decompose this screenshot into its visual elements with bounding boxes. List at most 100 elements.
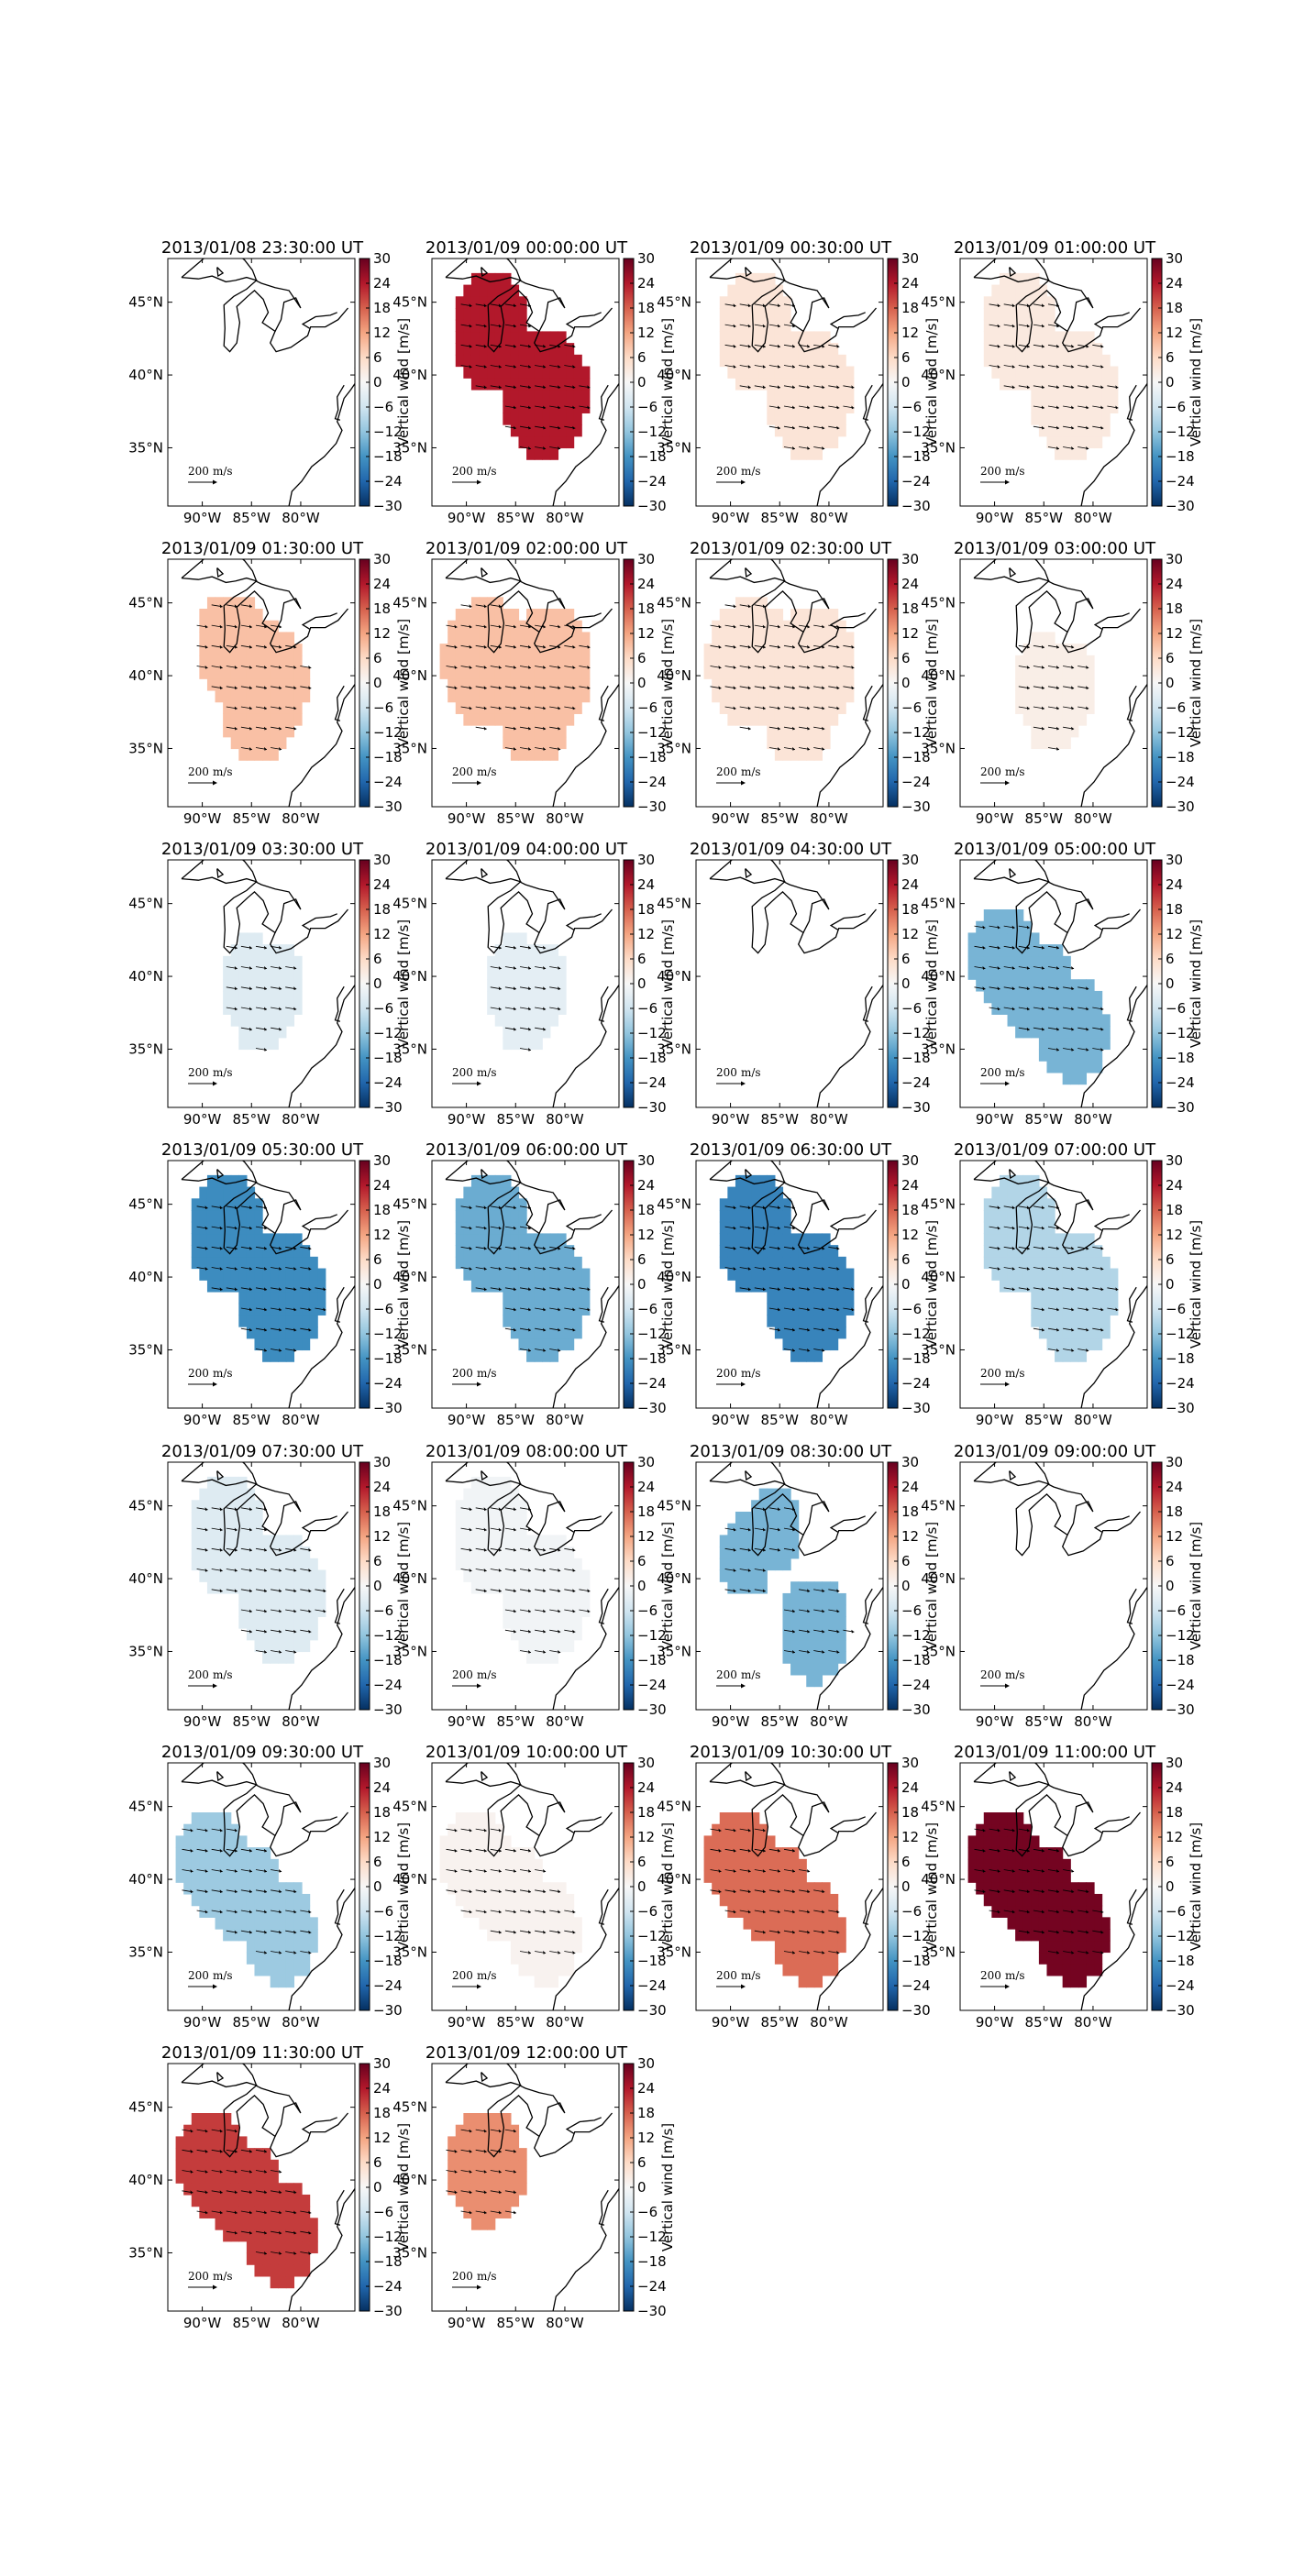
- colorbar-tick-label: 6: [637, 2154, 646, 2171]
- reference-vector: 200 m/s: [452, 465, 497, 485]
- axes-frame: [695, 258, 884, 507]
- colorbar-tick-label: 12: [637, 1227, 655, 1243]
- map-panel: 200 m/s90°W 85°W 80°W45°N40°N35°N2013/01/09…: [921, 840, 1204, 1128]
- latitude-tick-label: 35°N: [392, 2244, 427, 2261]
- vertical-wind-region: [191, 1174, 326, 1362]
- colorbar: 30 24 18 12 6 0 −6 −12 −18 −24 −30 Vertical wind [m…: [623, 852, 676, 1116]
- longitude-tick-label: 85°W: [497, 1111, 536, 1128]
- colorbar-tick-label: 24: [901, 876, 919, 893]
- map-panel: 200 m/s90°W 85°W 80°W45°N40°N35°N2013/01/09…: [128, 840, 412, 1128]
- colorbar-tick-label: −12: [1166, 1326, 1195, 1342]
- svg-text:m/s: m/s: [1005, 1668, 1025, 1681]
- axes-frame: [167, 2063, 356, 2312]
- reference-vector: 200 m/s: [716, 1969, 761, 1989]
- colorbar-tick-label: −18: [637, 1050, 667, 1066]
- longitude-tick-label: 85°W: [761, 1713, 800, 1730]
- colorbar-tick-label: −18: [1166, 1350, 1195, 1367]
- colorbar-tick-label: 6: [637, 1553, 646, 1569]
- svg-text:m/s: m/s: [741, 765, 761, 778]
- colorbar-tick-label: −24: [1166, 1677, 1195, 1693]
- colorbar-tick-label: 24: [637, 876, 655, 893]
- colorbar-tick-label: 0: [637, 2179, 646, 2196]
- colorbar-tick-label: 12: [1166, 1829, 1183, 1845]
- colorbar-tick-label: −6: [373, 1602, 393, 1619]
- map-panel: 200 m/s90°W 85°W 80°W45°N40°N35°N2013/01/09…: [921, 1140, 1204, 1428]
- map-panel: 200 m/s90°W 85°W 80°W45°N40°N35°N2013/01/09…: [128, 1442, 412, 1730]
- map-panel: 200 m/s90°W 85°W 80°W45°N40°N35°N2013/01/09…: [657, 1743, 940, 2031]
- colorbar-tick-label: 0: [373, 975, 382, 992]
- reference-vector: 200 m/s: [716, 1668, 761, 1689]
- colorbar-tick-label: −12: [637, 2229, 667, 2245]
- colorbar-label: Vertical wind [m/s]: [395, 318, 412, 446]
- colorbar-tick-label: 30: [637, 1454, 655, 1470]
- panel-title: 2013/01/09 11:30:00 UT: [161, 2043, 364, 2063]
- reference-vector: 200 m/s: [980, 765, 1025, 786]
- coastline: [445, 559, 619, 807]
- colorbar-tick-label: 12: [373, 926, 391, 942]
- map-panel: 200 m/s 90°W 85°W 80°W 45°N 40°N 35°N 2013/01/08…: [128, 238, 412, 526]
- longitude-tick-label: 90°W: [976, 510, 1014, 526]
- reference-vector: 200 m/s: [980, 1367, 1025, 1387]
- svg-text:m/s: m/s: [1005, 1066, 1025, 1079]
- colorbar-tick-label: −30: [637, 798, 667, 815]
- colorbar-tick-label: −18: [901, 1652, 931, 1668]
- colorbar-tick-label: 18: [637, 901, 655, 918]
- colorbar-tick-label: −30: [901, 2002, 931, 2019]
- colorbar-tick-label: −30: [637, 1701, 667, 1718]
- latitude-tick-label: 35°N: [392, 1943, 427, 1960]
- colorbar-tick-label: −6: [1166, 1903, 1186, 1920]
- svg-text:200: 200: [188, 1969, 209, 1982]
- colorbar-label: Vertical wind [m/s]: [659, 1522, 676, 1650]
- coastline: [709, 1462, 883, 1710]
- map-panel: 200 m/s90°W 85°W 80°W45°N40°N35°N2013/01/09…: [921, 238, 1204, 526]
- colorbar-tick-label: 30: [637, 852, 655, 868]
- wind-vector-field: [196, 1507, 326, 1654]
- colorbar-label: Vertical wind [m/s]: [395, 1220, 412, 1349]
- svg-text:200: 200: [716, 465, 737, 478]
- colorbar-tick-label: 6: [1166, 951, 1175, 967]
- svg-text:m/s: m/s: [213, 1066, 233, 1079]
- panel-title: 2013/01/09 02:30:00 UT: [690, 539, 892, 558]
- colorbar-label: Vertical wind [m/s]: [923, 919, 940, 1048]
- colorbar-tick-label: 6: [373, 951, 382, 967]
- colorbar-tick-label: −24: [901, 1677, 931, 1693]
- latitude-tick-label: 40°N: [392, 667, 427, 684]
- longitude-tick-label: 80°W: [546, 1713, 584, 1730]
- wind-vector-field: [446, 1828, 576, 1954]
- latitude-tick-label: 40°N: [657, 1570, 691, 1587]
- latitude-tick-label: 40°N: [128, 968, 163, 985]
- colorbar-tick-label: 30: [1166, 250, 1183, 267]
- latitude-tick-label: 40°N: [657, 1269, 691, 1285]
- colorbar-tick-label: −24: [637, 1677, 667, 1693]
- colorbar-tick-label: −18: [637, 2253, 667, 2270]
- reference-vector: 200 m/s: [716, 765, 761, 786]
- longitude-tick-label: 80°W: [282, 510, 320, 526]
- latitude-tick-label: 45°N: [657, 1196, 691, 1213]
- colorbar: 30 24 18 12 6 0 −6 −12 −18 −24 −30 Vertical wind [m…: [359, 2055, 412, 2319]
- colorbar-tick-label: 30: [637, 250, 655, 267]
- colorbar-tick-label: 30: [901, 1152, 919, 1169]
- map-panel: 200 m/s90°W 85°W 80°W45°N40°N35°N2013/01/09…: [392, 1743, 676, 2031]
- colorbar-tick-label: 6: [901, 650, 911, 666]
- reference-vector: 200 m/s: [980, 1668, 1025, 1689]
- colorbar-tick-label: −6: [637, 399, 658, 415]
- colorbar-tick-label: 18: [901, 600, 919, 617]
- wind-vector-field: [446, 604, 591, 751]
- colorbar-tick-label: 12: [373, 1528, 391, 1545]
- colorbar-tick-label: −30: [901, 1701, 931, 1718]
- panel-title: 2013/01/09 04:00:00 UT: [425, 840, 628, 859]
- axes-frame: [167, 1461, 356, 1711]
- colorbar-tick-label: 6: [901, 1251, 911, 1268]
- colorbar-label: Vertical wind [m/s]: [1188, 619, 1204, 747]
- colorbar-tick-label: 30: [1166, 852, 1183, 868]
- panel-title: 2013/01/09 08:00:00 UT: [425, 1442, 628, 1461]
- vertical-wind-region: [448, 2113, 527, 2230]
- axes-frame: [695, 859, 884, 1108]
- svg-text:m/s: m/s: [477, 465, 497, 478]
- colorbar-tick-label: −24: [901, 1375, 931, 1392]
- longitude-tick-label: 80°W: [810, 1111, 848, 1128]
- colorbar-tick-label: −18: [1166, 1050, 1195, 1066]
- map-panel: 200 m/s90°W 85°W 80°W45°N40°N35°N2013/01/09…: [392, 238, 676, 526]
- colorbar-tick-label: 24: [901, 1779, 919, 1796]
- colorbar-tick-label: −6: [373, 2204, 393, 2220]
